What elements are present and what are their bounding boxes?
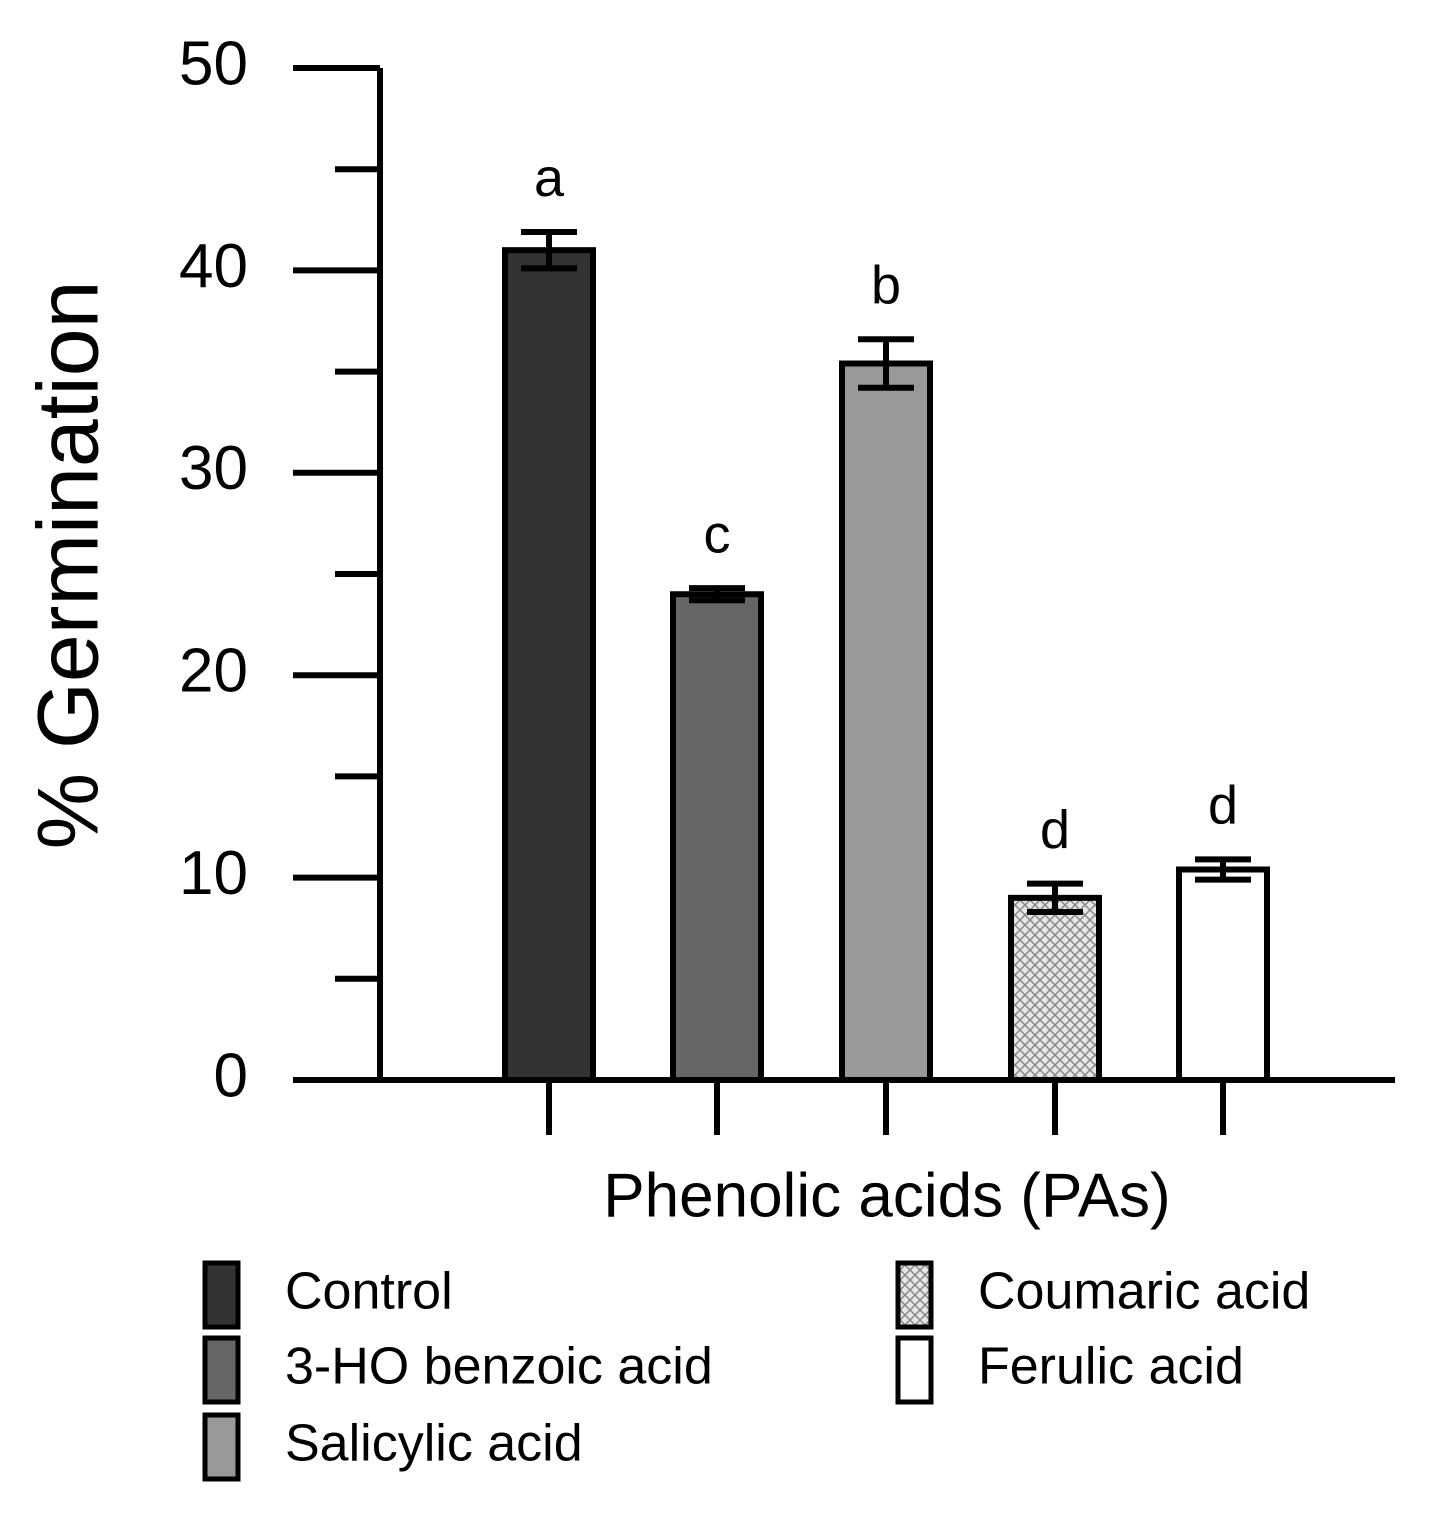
error-bar	[521, 228, 577, 272]
legend-label: Control	[285, 1263, 453, 1321]
y-tick-label: 10	[179, 839, 248, 908]
y-axis-label: % Germination	[21, 281, 117, 850]
significance-letter: a	[534, 148, 565, 208]
bar	[839, 360, 933, 1083]
legend-label: Salicylic acid	[285, 1415, 583, 1473]
legend-swatch	[895, 1260, 934, 1330]
significance-letter: c	[704, 504, 731, 564]
bar	[1008, 894, 1102, 1084]
legend-swatch	[202, 1260, 241, 1330]
legend-label: 3-HO benzoic acid	[285, 1338, 713, 1396]
legend-label: Coumaric acid	[978, 1263, 1310, 1321]
legend-swatch	[202, 1335, 241, 1405]
y-tick-label: 50	[179, 29, 248, 98]
y-tick-label: 20	[179, 637, 248, 706]
bar	[670, 591, 764, 1083]
legend-swatch	[202, 1412, 241, 1482]
y-tick-label: 40	[179, 232, 248, 301]
error-bar	[1027, 880, 1083, 916]
significance-letter: b	[871, 255, 901, 315]
error-bar	[1195, 856, 1251, 883]
error-bar	[858, 336, 914, 391]
y-tick-label: 0	[214, 1041, 248, 1110]
significance-letter: d	[1208, 776, 1238, 836]
bar	[1176, 866, 1270, 1084]
legend-label: Ferulic acid	[978, 1338, 1244, 1396]
y-tick-label: 30	[179, 434, 248, 503]
error-bar	[689, 585, 745, 604]
x-axis-label: Phenolic acids (PAs)	[603, 1161, 1170, 1230]
bar	[502, 247, 596, 1084]
legend-swatch	[895, 1335, 934, 1405]
significance-letter: d	[1040, 800, 1070, 860]
